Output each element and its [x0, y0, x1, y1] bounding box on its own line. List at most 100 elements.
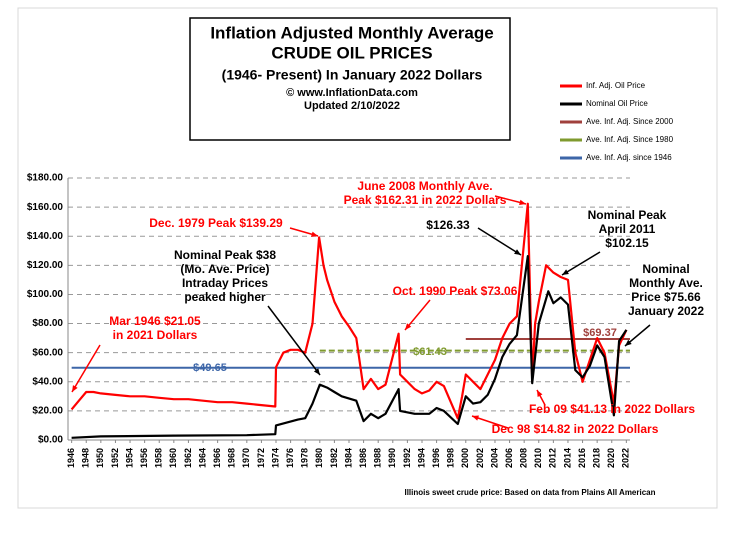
x-tick-label: 2006 [504, 448, 514, 468]
annotation: April 2011 [599, 222, 656, 236]
y-tick-label: $100.00 [27, 289, 64, 300]
legend-label: Nominal Oil Price [586, 99, 648, 108]
annotation-arrow [477, 227, 522, 256]
average-label: $49.65 [193, 362, 227, 374]
x-tick-label: 1996 [431, 448, 441, 468]
x-tick-label: 2020 [606, 448, 616, 468]
annotation: Intraday Prices [182, 276, 268, 290]
arrow-head [514, 249, 521, 255]
title-box [189, 17, 511, 141]
annotation: Price $75.66 [631, 290, 701, 304]
y-tick-label: $140.00 [27, 231, 64, 242]
series-line [71, 255, 628, 439]
annotation: Dec 98 $14.82 in 2022 Dollars [492, 422, 659, 436]
x-tick-label: 2008 [519, 448, 529, 468]
annotation: Nominal [642, 262, 689, 276]
arrow-head [405, 323, 412, 330]
x-tick-label: 1958 [154, 448, 164, 468]
x-tick-label: 1966 [212, 448, 222, 468]
x-tick-label: 1968 [227, 448, 237, 468]
x-tick-label: 1998 [446, 448, 456, 468]
annotation: Nominal Peak [588, 208, 667, 222]
arrow-head [311, 231, 318, 237]
x-tick-label: 1948 [81, 448, 91, 468]
annotation-arrow [404, 299, 431, 331]
annotation: Oct. 1990 Peak $73.06 [393, 284, 518, 298]
y-tick-label: $160.00 [27, 202, 64, 213]
arrow-head [537, 390, 543, 397]
x-tick-label: 1972 [256, 448, 266, 468]
y-tick-label: $40.00 [32, 376, 63, 387]
x-tick-label: 1980 [314, 448, 324, 468]
y-tick-label: $80.00 [32, 318, 63, 329]
annotation: peaked higher [184, 290, 266, 304]
x-tick-label: 2010 [533, 448, 543, 468]
x-tick-label: 2002 [475, 448, 485, 468]
x-tick-label: 2016 [577, 448, 587, 468]
y-tick-label: $0.00 [38, 435, 63, 446]
annotation: Mar 1946 $21.05 [109, 314, 201, 328]
annotation: Monthly Ave. [629, 276, 703, 290]
footnote: Illinois sweet crude price: Based on dat… [404, 488, 655, 497]
x-tick-label: 1962 [183, 448, 193, 468]
arrow-head [313, 368, 320, 375]
y-tick-label: $20.00 [32, 406, 63, 417]
annotation: January 2022 [628, 304, 704, 318]
x-tick-label: 2004 [489, 448, 499, 468]
series-line [70, 202, 628, 420]
annotation: $102.15 [605, 236, 649, 250]
x-tick-label: 1964 [197, 448, 207, 468]
y-tick-label: $120.00 [27, 260, 64, 271]
x-tick-label: 1988 [373, 448, 383, 468]
average-label: $61.43 [413, 346, 447, 358]
x-tick-label: 1952 [110, 448, 120, 468]
y-tick-label: $60.00 [32, 347, 63, 358]
x-tick-label: 1994 [416, 448, 426, 468]
x-tick-label: 1956 [139, 448, 149, 468]
arrow-head [519, 199, 526, 206]
legend-label: Ave. Inf. Adj. Since 2000 [586, 117, 674, 126]
annotation: Nominal Peak $38 [174, 248, 276, 262]
x-tick-label: 1976 [285, 448, 295, 468]
x-tick-label: 1974 [270, 448, 280, 468]
x-tick-label: 1960 [168, 448, 178, 468]
subtitle: (1946- Present) In January 2022 Dollars [222, 67, 483, 83]
annotation: (Mo. Ave. Price) [180, 262, 269, 276]
x-tick-label: 1946 [66, 448, 76, 468]
x-tick-label: 1970 [241, 448, 251, 468]
arrow-head [72, 385, 78, 392]
x-tick-label: 1954 [124, 448, 134, 468]
annotation-arrow [71, 344, 101, 393]
title: CRUDE OIL PRICES [271, 43, 432, 62]
legend-label: Inf. Adj. Oil Price [586, 81, 646, 90]
x-tick-label: 1984 [343, 448, 353, 468]
annotation: $126.33 [426, 218, 470, 232]
x-tick-label: 1950 [95, 448, 105, 468]
subtitle: © www.InflationData.com [286, 87, 418, 99]
x-tick-label: 1986 [358, 448, 368, 468]
x-tick-label: 1982 [329, 448, 339, 468]
x-tick-label: 2014 [562, 448, 572, 468]
x-tick-label: 1992 [402, 448, 412, 468]
average-label: $69.37 [583, 327, 617, 339]
y-tick-label: $180.00 [27, 173, 64, 184]
arrow-head [472, 415, 479, 421]
x-tick-label: 1990 [387, 448, 397, 468]
legend-label: Ave. Inf. Adj. since 1946 [586, 153, 672, 162]
annotation-arrow [561, 251, 601, 276]
annotation: Dec. 1979 Peak $139.29 [149, 216, 283, 230]
arrow-head [562, 269, 569, 275]
annotation: June 2008 Monthly Ave. [357, 179, 492, 193]
annotation: Peak $162.31 in 2022 Dollars [344, 193, 507, 207]
x-tick-label: 2018 [592, 448, 602, 468]
arrow-head [625, 339, 632, 346]
annotation-arrow [267, 305, 321, 376]
subtitle: Updated 2/10/2022 [304, 100, 400, 112]
legend-label: Ave. Inf. Adj. Since 1980 [586, 135, 674, 144]
annotation: Feb 09 $41.13 in 2022 Dollars [529, 402, 695, 416]
title: Inflation Adjusted Monthly Average [210, 23, 493, 42]
x-tick-label: 2012 [548, 448, 558, 468]
annotation: in 2021 Dollars [113, 328, 198, 342]
